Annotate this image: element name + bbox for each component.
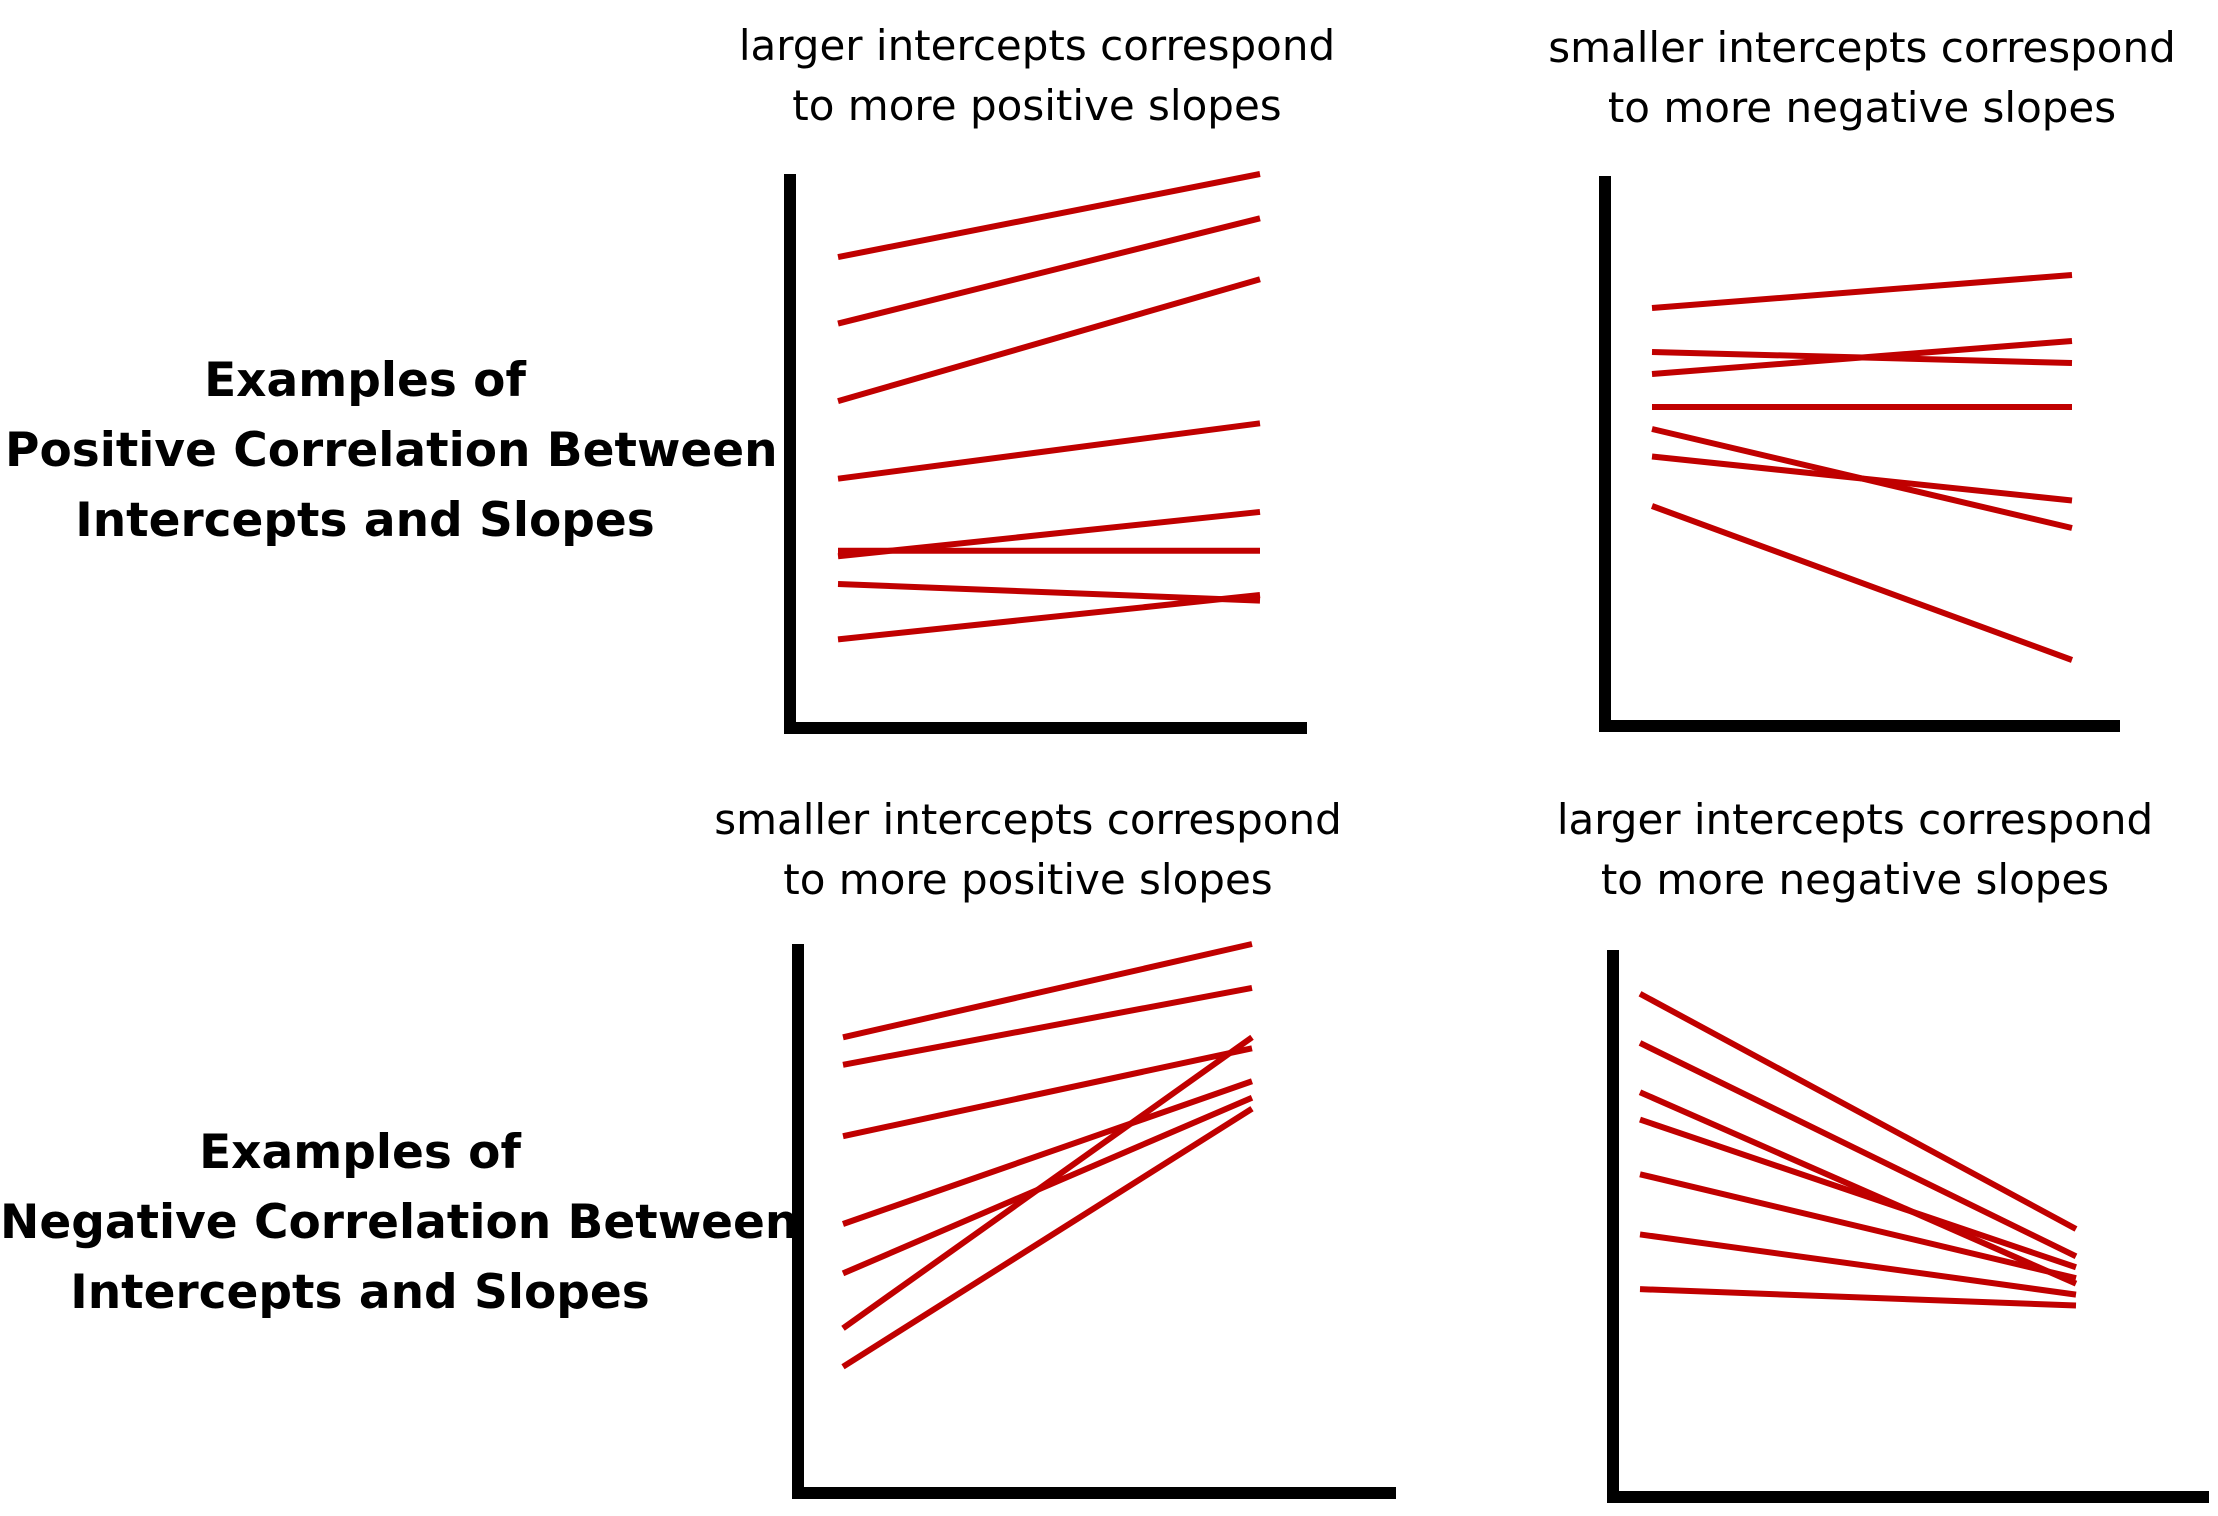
caption-line: to more positive slopes — [792, 81, 1282, 130]
caption-line: to more negative slopes — [1607, 83, 2117, 132]
regression-line — [1651, 453, 2073, 504]
regression-line — [837, 215, 1261, 327]
regression-line — [1639, 1231, 2077, 1298]
regression-line — [1638, 1040, 2078, 1260]
regression-line — [842, 984, 1253, 1068]
regression-line — [1639, 1171, 2077, 1282]
regression-line — [1651, 338, 2073, 377]
regression-line — [1638, 991, 2078, 1232]
row-label-positive: Examples of Positive Correlation Between… — [5, 346, 778, 556]
row-label-line: Negative Correlation Between — [0, 1195, 799, 1250]
panel-caption-bottom-left: smaller intercepts correspond to more po… — [648, 790, 1408, 910]
regression-line — [842, 1045, 1253, 1140]
regression-line — [842, 1078, 1253, 1227]
caption-line: to more negative slopes — [1600, 855, 2110, 904]
regression-line — [842, 941, 1253, 1041]
regression-line — [837, 580, 1261, 604]
regression-line — [841, 1034, 1254, 1331]
regression-line — [837, 420, 1261, 482]
row-label-line: Intercepts and Slopes — [70, 1265, 650, 1320]
panel-top-right — [1599, 176, 2120, 732]
regression-line — [837, 276, 1261, 405]
caption-line: larger intercepts correspond — [1556, 795, 2154, 844]
regression-line — [1650, 503, 2074, 663]
regression-line — [837, 171, 1261, 261]
regression-line — [1639, 1286, 2077, 1309]
regression-line — [1639, 1116, 2077, 1271]
caption-line: smaller intercepts correspond — [1548, 23, 2176, 72]
panel-top-left — [784, 171, 1307, 734]
regression-line — [841, 1106, 1254, 1370]
regression-line — [837, 592, 1261, 643]
caption-line: larger intercepts correspond — [738, 21, 1336, 70]
regression-line — [1638, 1089, 2078, 1287]
panel-caption-bottom-right: larger intercepts correspond to more neg… — [1475, 790, 2218, 910]
panel-caption-top-left: larger intercepts correspond to more pos… — [657, 16, 1417, 136]
panel-caption-top-right: smaller intercepts correspond to more ne… — [1482, 18, 2218, 138]
caption-line: smaller intercepts correspond — [714, 795, 1342, 844]
row-label-line: Examples of — [204, 353, 526, 408]
row-label-line: Positive Correlation Between — [5, 423, 778, 478]
panel-bottom-right — [1607, 950, 2209, 1503]
row-label-negative: Examples of Negative Correlation Between… — [0, 1118, 799, 1328]
regression-line — [1651, 272, 2073, 311]
row-label-line: Intercepts and Slopes — [75, 493, 655, 548]
row-label-line: Examples of — [199, 1125, 521, 1180]
panel-bottom-left — [792, 941, 1396, 1499]
caption-line: to more positive slopes — [783, 855, 1273, 904]
